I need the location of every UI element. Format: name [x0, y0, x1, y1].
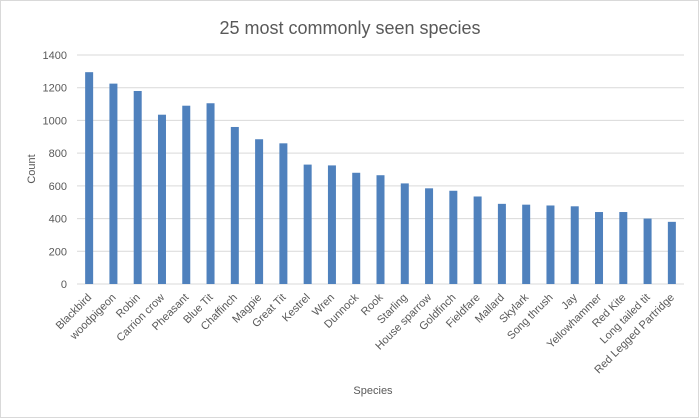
bars	[85, 72, 676, 284]
y-tick-label: 200	[49, 246, 67, 258]
y-tick-label: 400	[49, 214, 67, 226]
x-axis-title: Species	[353, 385, 393, 397]
y-tick-label: 600	[49, 181, 67, 193]
y-tick-label: 800	[49, 148, 67, 160]
bar	[303, 164, 312, 284]
bar	[230, 126, 239, 284]
y-axis-ticks: 0 200 400 600 800 1000 1200 1400	[43, 50, 67, 291]
y-tick-label: 1400	[43, 50, 67, 62]
bar	[667, 221, 676, 284]
bar	[425, 188, 434, 284]
bar	[497, 203, 506, 284]
bar	[206, 103, 215, 284]
bar	[352, 172, 361, 284]
bar	[376, 175, 385, 284]
bar	[546, 205, 555, 284]
bar	[570, 206, 579, 284]
y-axis-title: Count	[26, 154, 38, 183]
bar	[473, 196, 482, 284]
bar	[643, 218, 652, 284]
bar	[182, 105, 191, 284]
bar	[522, 204, 531, 284]
chart-title: 25 most commonly seen species	[219, 18, 480, 38]
bar	[449, 190, 458, 284]
bar	[595, 212, 604, 284]
bar	[279, 143, 288, 284]
bar	[255, 139, 264, 284]
bar	[327, 165, 336, 284]
bar	[619, 212, 628, 284]
y-tick-label: 0	[61, 279, 67, 291]
bar	[85, 72, 94, 284]
y-tick-label: 1000	[43, 115, 67, 127]
bar	[400, 183, 409, 284]
y-tick-label: 1200	[43, 83, 67, 95]
bar	[109, 83, 118, 284]
bar	[157, 114, 166, 284]
x-tick-label: Kestrel	[280, 292, 313, 325]
bar	[133, 90, 142, 284]
